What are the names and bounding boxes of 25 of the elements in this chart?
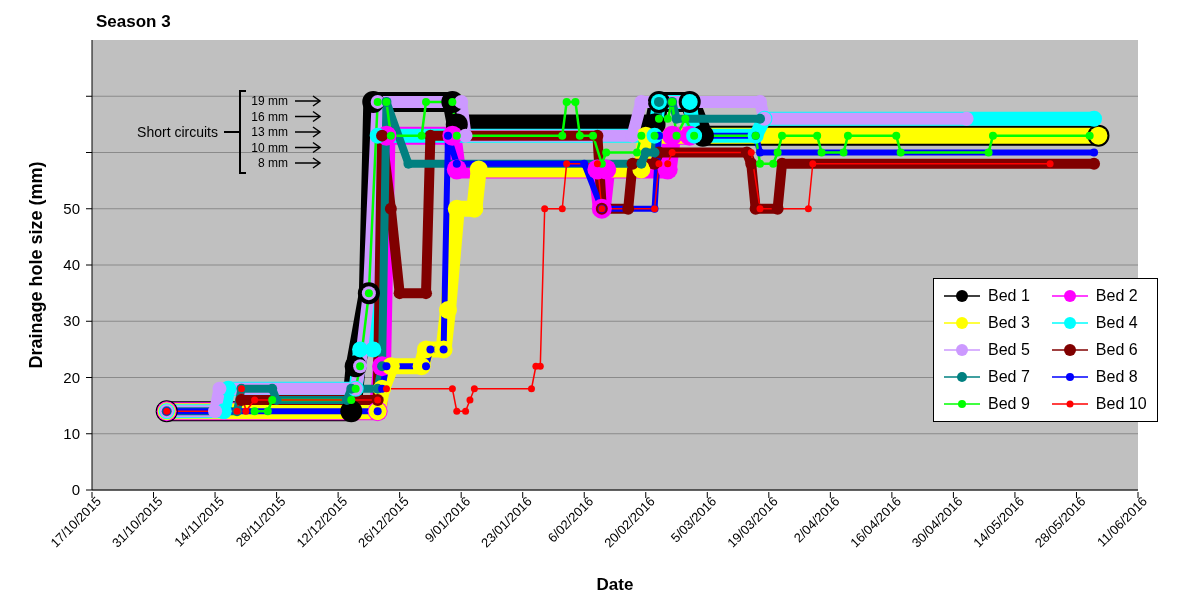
annotation: 10 mm <box>251 140 288 155</box>
annotation: 19 mm <box>251 94 288 108</box>
legend-label: Bed 2 <box>1095 287 1138 305</box>
legend-label: Bed 10 <box>1095 395 1147 413</box>
chart-title: Season 3 <box>96 12 171 32</box>
y-tick-label: 40 <box>63 256 80 273</box>
y-tick-label: 0 <box>71 481 80 498</box>
legend-label: Bed 4 <box>1095 314 1138 332</box>
legend-label: Bed 8 <box>1095 368 1138 386</box>
legend-label: Bed 7 <box>988 368 1030 386</box>
y-axis-title: Drainage hole size (mm) <box>26 161 47 369</box>
legend-label: Bed 6 <box>1095 341 1138 359</box>
y-tick-label: 50 <box>63 199 80 217</box>
annotation: Short circuits <box>137 124 218 140</box>
annotation: 16 mm <box>251 109 288 124</box>
legend-label: Bed 1 <box>988 287 1030 305</box>
annotation: 8 mm <box>258 156 288 170</box>
legend-label: Bed 5 <box>988 341 1030 359</box>
x-axis-title: Date <box>596 575 634 594</box>
y-tick-label: 20 <box>63 368 80 386</box>
annotation: 13 mm <box>251 125 288 139</box>
legend-label: Bed 3 <box>988 314 1030 332</box>
y-tick-label: 10 <box>63 424 80 442</box>
legend-label: Bed 9 <box>988 395 1030 413</box>
y-tick-label: 30 <box>63 312 80 330</box>
